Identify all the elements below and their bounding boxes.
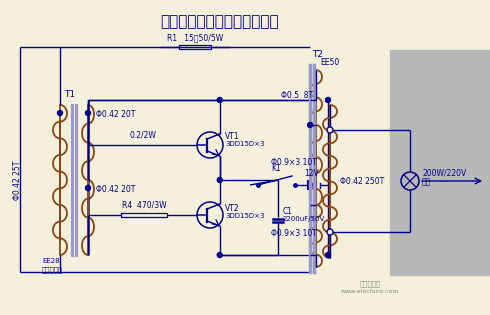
Text: 0.2/2W: 0.2/2W <box>129 131 156 140</box>
Text: Φ0.9×3 10T: Φ0.9×3 10T <box>271 158 317 167</box>
Text: Φ0.42 20T: Φ0.42 20T <box>96 110 135 119</box>
Circle shape <box>327 127 333 133</box>
Circle shape <box>217 253 222 257</box>
Text: VT1: VT1 <box>225 132 240 141</box>
Bar <box>179 45 211 49</box>
Text: VT2: VT2 <box>225 204 240 213</box>
Text: T2: T2 <box>312 50 323 59</box>
Text: 双变压器逆变器（仅供试验）: 双变压器逆变器（仅供试验） <box>161 14 279 29</box>
Text: 200W/220V: 200W/220V <box>422 168 466 177</box>
Text: 3DD15D×3: 3DD15D×3 <box>225 213 265 219</box>
Text: Φ0.5  8T: Φ0.5 8T <box>281 90 313 100</box>
Text: 2200uF/50V: 2200uF/50V <box>283 216 325 222</box>
Text: www.elecfans.com: www.elecfans.com <box>341 289 399 294</box>
Text: K1: K1 <box>271 164 281 173</box>
Circle shape <box>325 253 330 257</box>
Text: Φ0.9×3 10T: Φ0.9×3 10T <box>271 229 317 238</box>
Bar <box>121 213 167 217</box>
Text: R1   15～50/5W: R1 15～50/5W <box>167 33 223 42</box>
Text: 3DD15D×3: 3DD15D×3 <box>225 141 265 147</box>
Circle shape <box>57 111 63 116</box>
Text: R4  470/3W: R4 470/3W <box>122 201 166 210</box>
Text: T1: T1 <box>65 90 75 99</box>
Text: 灯泡: 灯泡 <box>422 177 431 186</box>
Text: EE50: EE50 <box>320 58 339 67</box>
Circle shape <box>217 98 222 102</box>
Bar <box>390 50 490 275</box>
Text: Φ0.42 250T: Φ0.42 250T <box>340 177 384 186</box>
Circle shape <box>85 186 91 191</box>
Text: 电子发烧友: 电子发烧友 <box>359 280 381 287</box>
Circle shape <box>217 177 222 182</box>
Text: 12V: 12V <box>305 169 319 178</box>
Text: Φ0.42 25T: Φ0.42 25T <box>13 160 22 200</box>
Text: C1: C1 <box>283 207 293 216</box>
Circle shape <box>308 123 313 128</box>
Text: Φ0.42 20T: Φ0.42 20T <box>96 185 135 194</box>
Text: EE28: EE28 <box>42 258 60 264</box>
Circle shape <box>327 229 333 235</box>
Circle shape <box>325 98 330 102</box>
Text: 振动变压器: 振动变压器 <box>42 266 63 272</box>
Circle shape <box>85 111 91 116</box>
